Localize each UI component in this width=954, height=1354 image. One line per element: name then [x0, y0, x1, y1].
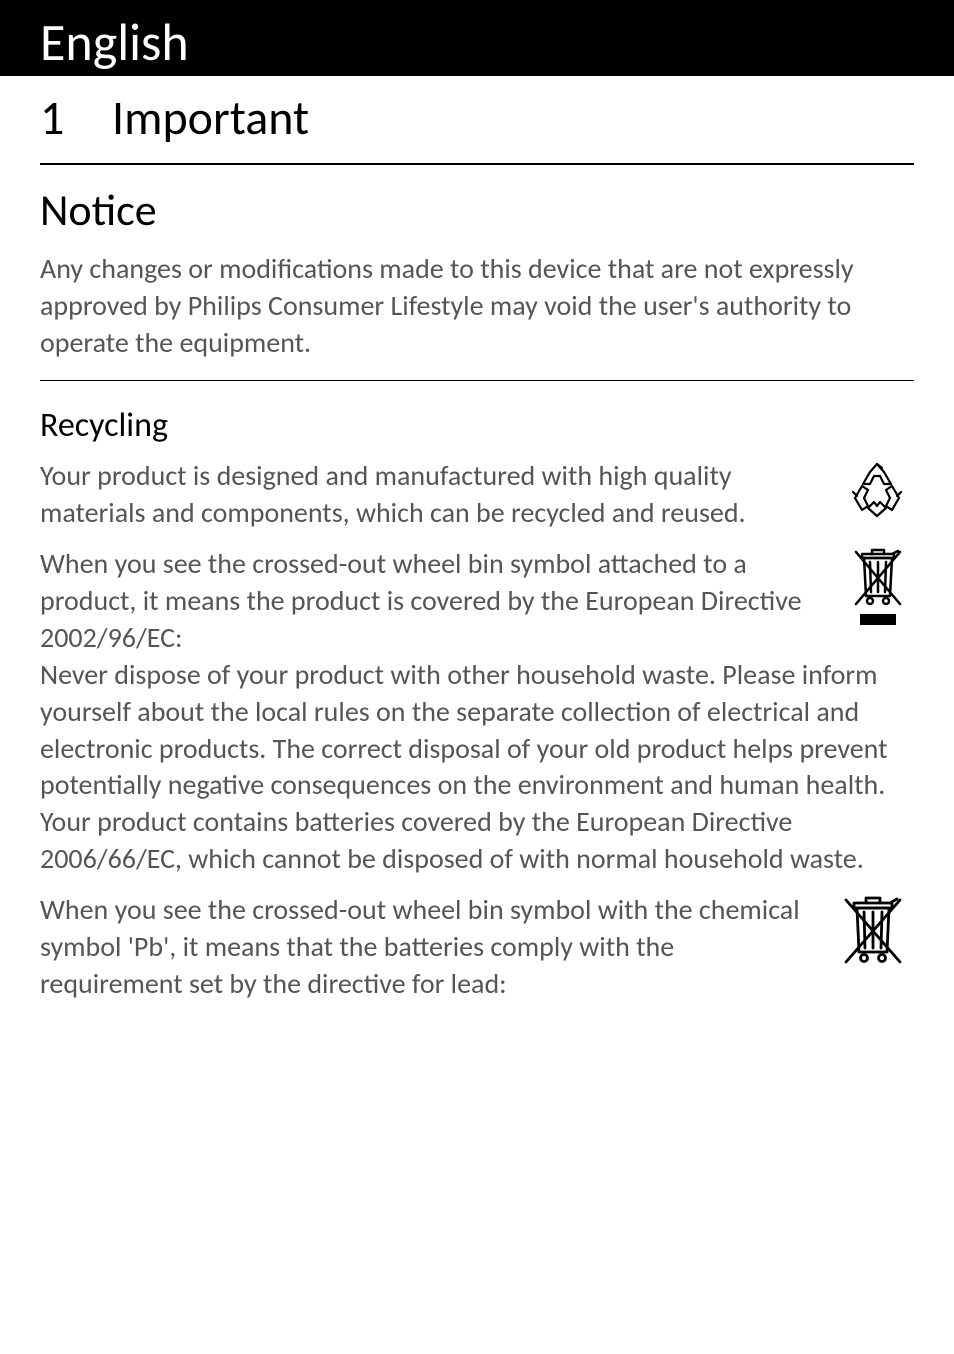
language-header: English [0, 0, 954, 76]
chapter-number: 1 [40, 88, 112, 147]
recycling-row-2: When you see the crossed-out wheel bin s… [40, 546, 914, 657]
recycling-p2: When you see the crossed-out wheel bin s… [40, 546, 820, 657]
recycling-p4: Your product contains batteries covered … [40, 804, 914, 878]
page-content: 1Important Notice Any changes or modific… [0, 76, 954, 1003]
notice-heading: Notice [40, 183, 914, 237]
recycling-heading: Recycling [40, 405, 914, 446]
notice-body: Any changes or modifications made to thi… [40, 251, 914, 362]
chapter-heading: 1Important [40, 88, 914, 165]
recycling-p5: When you see the crossed-out wheel bin s… [40, 892, 820, 1003]
recycling-row-1: Your product is designed and manufacture… [40, 458, 914, 532]
recycle-icon [848, 462, 906, 518]
recycling-row-3: When you see the crossed-out wheel bin s… [40, 892, 914, 1003]
weee-bin-icon [840, 892, 906, 970]
section-divider [40, 380, 914, 381]
chapter-title: Important [112, 88, 309, 147]
recycling-p3: Never dispose of your product with other… [40, 657, 914, 805]
weee-bin-bar-icon [850, 546, 906, 630]
recycling-p1: Your product is designed and manufacture… [40, 458, 820, 532]
